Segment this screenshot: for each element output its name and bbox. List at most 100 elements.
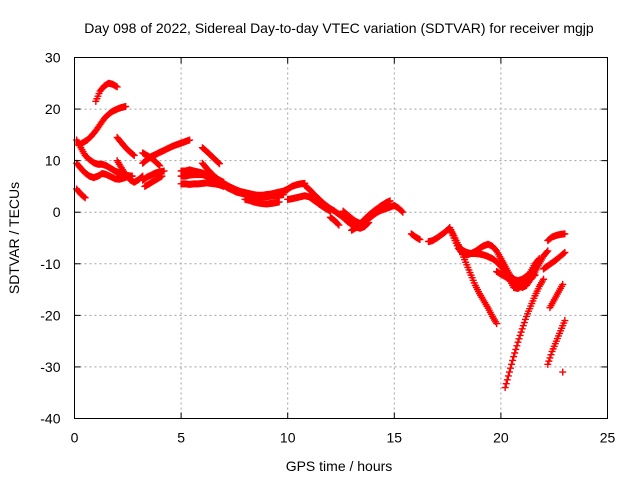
x-tick-label: 5 xyxy=(177,430,185,446)
data-point xyxy=(130,151,138,159)
data-point xyxy=(559,280,567,288)
data-point xyxy=(515,335,523,343)
series-arc-33 xyxy=(544,317,569,368)
data-point xyxy=(508,360,516,368)
data-point xyxy=(215,160,223,168)
data-point xyxy=(129,151,137,159)
data-point xyxy=(501,384,509,392)
data-point xyxy=(545,357,553,365)
data-point xyxy=(506,364,514,372)
series-arc-7 xyxy=(113,133,138,159)
data-point xyxy=(502,380,510,388)
series-arc-10 xyxy=(139,167,168,184)
data-point xyxy=(521,315,529,323)
data-point xyxy=(519,322,527,330)
data-point xyxy=(155,161,163,169)
series-arc-30 xyxy=(493,268,539,287)
data-points xyxy=(73,79,569,392)
chart-title: Day 098 of 2022, Sidereal Day-to-day VTE… xyxy=(84,20,594,36)
data-point xyxy=(505,368,513,376)
series-arc-2 xyxy=(75,102,130,149)
data-point xyxy=(386,197,394,205)
series-arc-1 xyxy=(92,79,121,105)
series-arc-34 xyxy=(546,280,567,312)
data-point xyxy=(503,376,511,384)
series-arc-24 xyxy=(407,230,424,244)
data-point xyxy=(493,320,501,328)
data-point xyxy=(561,317,569,325)
data-point xyxy=(156,162,164,170)
x-axis-label: GPS time / hours xyxy=(286,458,393,474)
series-arc-11 xyxy=(141,172,166,190)
y-tick-label: 20 xyxy=(45,101,61,117)
data-point xyxy=(561,230,569,238)
data-point xyxy=(513,342,521,350)
data-point xyxy=(113,83,121,91)
data-point xyxy=(398,207,406,215)
axis-ticks: 0 5 10 15 20 25 -40 -30 -20 -10 0 10 20 30 xyxy=(40,50,615,446)
data-point xyxy=(160,167,168,175)
y-tick-label: -30 xyxy=(40,359,60,375)
data-point xyxy=(416,236,424,244)
data-point xyxy=(504,372,512,380)
data-point xyxy=(518,325,526,333)
data-point xyxy=(275,198,283,206)
series-arc-15 xyxy=(198,159,292,199)
data-point xyxy=(540,275,548,283)
data-point xyxy=(514,338,522,346)
data-point xyxy=(399,208,407,216)
data-point xyxy=(559,368,567,376)
data-point xyxy=(326,207,334,215)
data-point xyxy=(516,331,524,339)
data-point xyxy=(122,102,130,110)
data-point xyxy=(520,319,528,327)
data-point xyxy=(544,247,552,255)
series-arc-32 xyxy=(540,248,569,273)
data-point xyxy=(517,328,525,336)
data-point xyxy=(512,345,520,353)
series-arc-35 xyxy=(559,368,567,376)
x-tick-label: 10 xyxy=(280,430,296,446)
series-arc-16 xyxy=(198,144,223,168)
x-tick-label: 0 xyxy=(71,430,79,446)
series-arc-21 xyxy=(326,213,343,229)
data-point xyxy=(186,136,194,144)
data-point xyxy=(531,271,539,279)
data-point xyxy=(544,360,552,368)
series-arc-31 xyxy=(544,230,569,245)
data-point xyxy=(158,172,166,180)
y-tick-label: 0 xyxy=(53,204,61,220)
data-point xyxy=(509,356,517,364)
data-point xyxy=(546,354,554,362)
data-point xyxy=(214,159,222,167)
data-point xyxy=(547,351,555,359)
x-tick-label: 20 xyxy=(493,430,509,446)
y-tick-label: -20 xyxy=(40,307,60,323)
data-point xyxy=(335,221,343,229)
y-tick-label: 10 xyxy=(45,153,61,169)
series-arc-23 xyxy=(348,197,394,234)
data-point xyxy=(511,349,519,357)
data-point xyxy=(560,249,568,257)
data-point xyxy=(81,194,89,202)
plot-border xyxy=(74,57,608,419)
x-tick-label: 25 xyxy=(600,430,616,446)
y-tick-label: 30 xyxy=(45,50,61,66)
data-point xyxy=(510,353,518,361)
series-arc-29 xyxy=(501,275,548,392)
y-tick-label: -40 xyxy=(40,411,60,427)
data-point xyxy=(334,220,342,228)
y-axis-label: SDTVAR / TECUs xyxy=(6,182,22,294)
series-arc-17 xyxy=(241,195,283,208)
series-arc-9 xyxy=(139,136,194,167)
series-arc-20 xyxy=(284,192,334,215)
data-point xyxy=(80,193,88,201)
x-tick-label: 15 xyxy=(387,430,403,446)
data-point xyxy=(543,248,551,256)
series-arc-5 xyxy=(73,185,89,202)
y-tick-label: -10 xyxy=(40,256,60,272)
data-point xyxy=(561,248,569,256)
series-arc-26 xyxy=(446,224,501,328)
